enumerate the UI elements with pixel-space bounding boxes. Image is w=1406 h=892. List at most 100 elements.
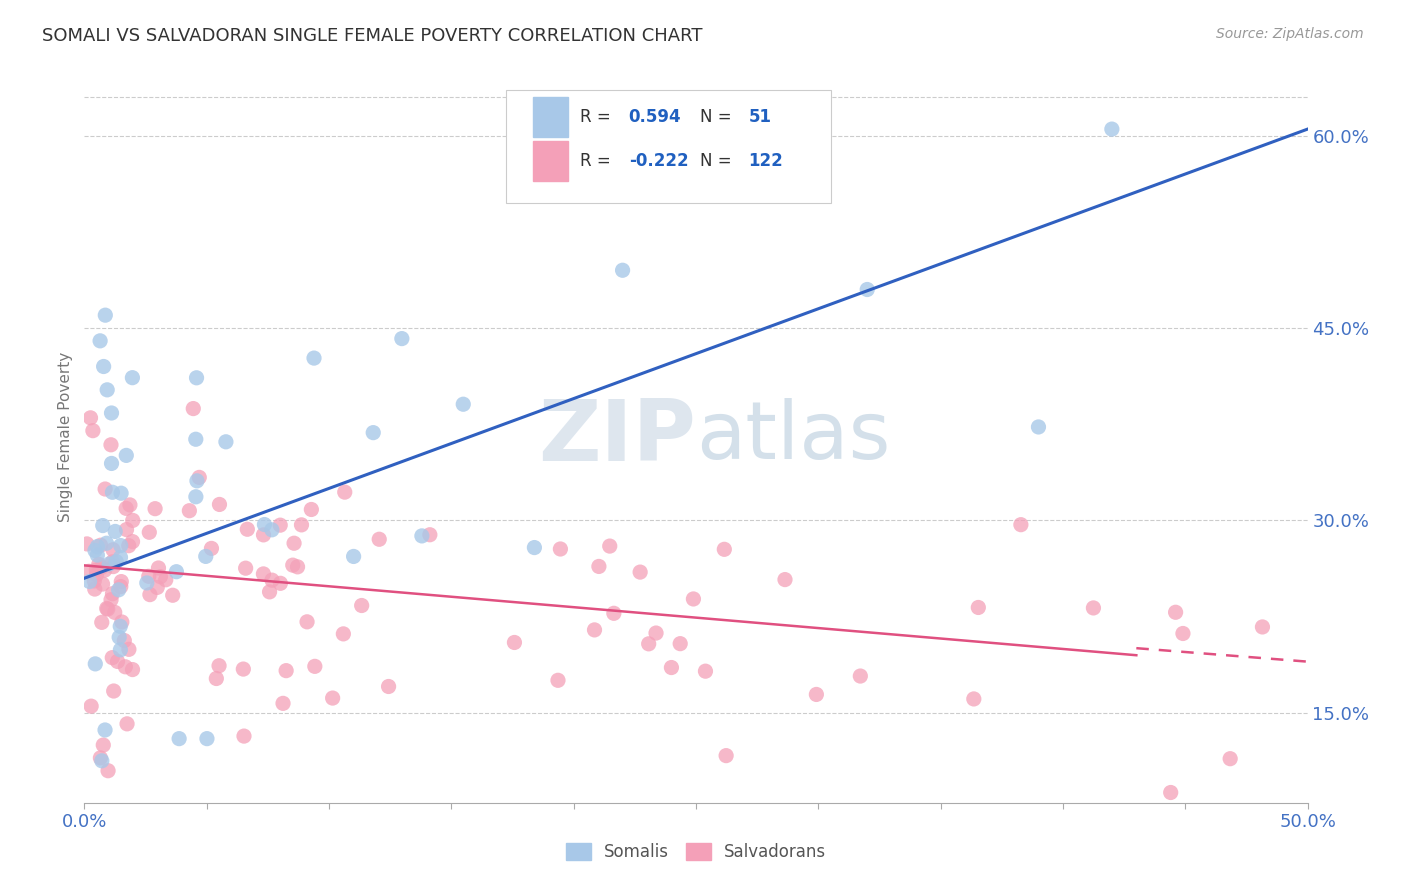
Point [83, 582, 105, 596]
Point [967, 600, 990, 615]
Point [110, 486, 132, 500]
Point [90, 754, 112, 768]
Point [333, 485, 356, 500]
Point [100, 592, 122, 607]
Point [83, 574, 105, 588]
Point [253, 517, 276, 532]
Point [713, 542, 735, 557]
Point [103, 684, 125, 698]
FancyBboxPatch shape [506, 90, 831, 203]
Point [773, 573, 796, 587]
Point [233, 729, 256, 743]
Point [235, 561, 257, 575]
Point [1083, 601, 1105, 615]
Point [94, 308, 117, 322]
Point [205, 672, 228, 686]
Point [112, 633, 135, 648]
Point [583, 623, 606, 637]
Point [138, 525, 160, 540]
Text: 0.594: 0.594 [628, 109, 682, 127]
Point [682, 591, 704, 606]
Point [101, 650, 124, 665]
Point [107, 655, 129, 669]
Point [186, 371, 208, 385]
Point [281, 558, 304, 573]
Point [76, 537, 98, 551]
Point [79, 410, 101, 425]
Point [350, 599, 373, 613]
Point [260, 573, 283, 587]
Point [107, 582, 129, 597]
Point [118, 498, 141, 512]
Point [215, 434, 238, 449]
Point [110, 580, 132, 594]
Point [96, 383, 118, 397]
Point [101, 542, 124, 557]
Point [108, 630, 131, 644]
Point [714, 748, 737, 763]
Point [195, 731, 218, 746]
Point [118, 539, 141, 553]
Point [96, 601, 118, 615]
Point [302, 351, 325, 365]
Point [100, 457, 122, 471]
Point [121, 370, 143, 384]
Point [149, 569, 172, 583]
Text: -0.222: -0.222 [628, 153, 689, 170]
Point [1164, 605, 1187, 619]
Point [391, 332, 413, 346]
Y-axis label: Single Female Poverty: Single Female Poverty [58, 352, 73, 522]
Bar [533, 97, 568, 137]
Point [90, 538, 112, 552]
Point [1219, 752, 1241, 766]
Point [856, 283, 879, 297]
Point [603, 607, 626, 621]
Point [91, 577, 114, 591]
Point [290, 517, 312, 532]
Point [93, 359, 115, 374]
Point [146, 581, 169, 595]
Point [271, 697, 294, 711]
Point [252, 528, 274, 542]
Point [588, 559, 610, 574]
Point [200, 541, 222, 556]
Point [547, 673, 569, 688]
Point [283, 536, 305, 550]
Point [186, 474, 208, 488]
Point [259, 585, 281, 599]
Point [236, 522, 259, 536]
Point [97, 602, 120, 616]
Point [93, 563, 115, 577]
Point [86, 548, 108, 562]
Point [96, 536, 118, 550]
Legend: Somalis, Salvadorans: Somalis, Salvadorans [560, 836, 832, 868]
Point [377, 680, 399, 694]
Point [121, 534, 143, 549]
Text: N =: N = [700, 109, 737, 127]
Point [114, 660, 136, 674]
Point [287, 559, 309, 574]
Point [143, 501, 166, 516]
Point [118, 642, 141, 657]
Point [115, 449, 138, 463]
Point [1374, 603, 1396, 617]
Point [162, 588, 184, 602]
Point [1171, 626, 1194, 640]
Point [100, 406, 122, 420]
Point [91, 738, 114, 752]
Text: R =: R = [579, 109, 616, 127]
Point [612, 263, 634, 277]
Point [80, 699, 103, 714]
Point [179, 504, 201, 518]
Point [104, 606, 127, 620]
Point [110, 643, 132, 657]
Point [419, 527, 441, 541]
Point [121, 513, 143, 527]
Point [90, 615, 112, 630]
Point [295, 615, 318, 629]
Point [1251, 620, 1274, 634]
Point [342, 549, 364, 564]
Point [139, 588, 162, 602]
Point [269, 576, 291, 591]
Point [599, 539, 621, 553]
